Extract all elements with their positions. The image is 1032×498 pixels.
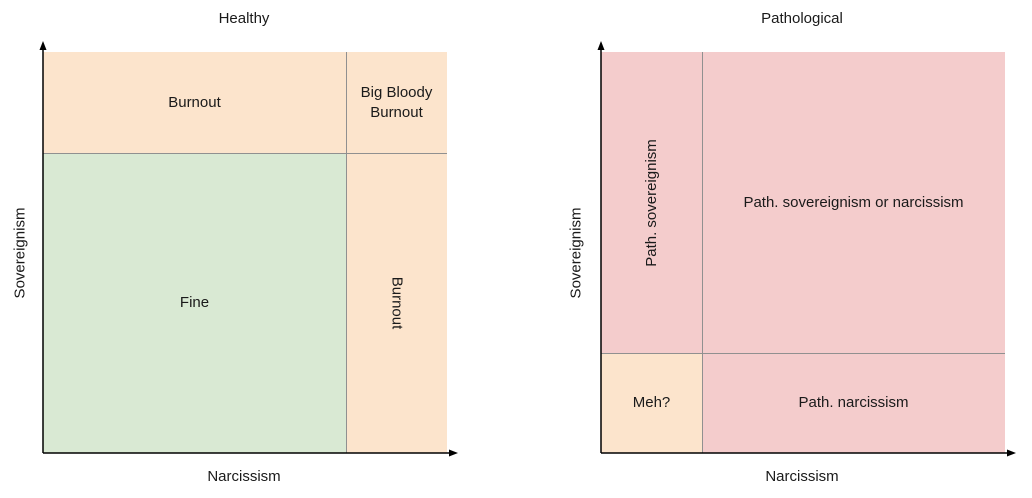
healthy-cell-bottom-left-label: Fine	[179, 294, 210, 311]
pathological-y-axis-label: Sovereignism	[567, 207, 585, 299]
pathological-x-axis-arrowhead	[1007, 449, 1016, 457]
pathological-divider-vertical	[702, 52, 703, 453]
pathological-cell-top-right-label: Path. sovereignism or narcissism	[743, 193, 964, 211]
healthy-divider-vertical	[346, 52, 347, 453]
healthy-cell-top-right-label: Big Bloody Burnout	[360, 83, 433, 121]
pathological-cell-bottom-right-label: Path. narcissism	[798, 394, 909, 411]
pathological-cell-top-right: Path. sovereignism or narcissism	[702, 52, 1005, 353]
healthy-axes	[39, 41, 458, 457]
pathological-axes	[597, 41, 1016, 457]
healthy-y-axis-arrowhead	[39, 41, 47, 50]
pathological-cell-bottom-left-label: Meh?	[632, 394, 671, 411]
pathological-y-axis-arrowhead	[597, 41, 605, 50]
pathological-panel: Pathological Path. sovereignism Path. so…	[516, 0, 1032, 498]
healthy-cell-top-left-label: Burnout	[168, 93, 221, 111]
pathological-cell-top-left: Path. sovereignism	[601, 52, 702, 353]
pathological-divider-horizontal	[601, 353, 1005, 354]
pathological-cell-bottom-left: Meh?	[601, 353, 702, 453]
pathological-x-axis-label: Narcissism	[765, 468, 839, 485]
pathological-title: Pathological	[761, 10, 843, 27]
healthy-panel: Healthy Burnout Big Bloody Burnout Fine …	[11, 10, 458, 485]
pathological-cell-bottom-right: Path. narcissism	[702, 353, 1005, 453]
healthy-title: Healthy	[218, 10, 270, 27]
healthy-cell-top-left: Burnout	[43, 52, 346, 153]
healthy-cell-bottom-right: Burnout	[346, 153, 447, 453]
healthy-divider-horizontal	[43, 153, 447, 154]
healthy-y-axis-label: Sovereignism	[11, 207, 29, 299]
healthy-cell-bottom-left: Fine	[43, 153, 346, 453]
healthy-cell-top-right: Big Bloody Burnout	[346, 52, 447, 153]
healthy-x-axis-arrowhead	[449, 449, 458, 457]
healthy-x-axis-label: Narcissism	[207, 468, 281, 485]
